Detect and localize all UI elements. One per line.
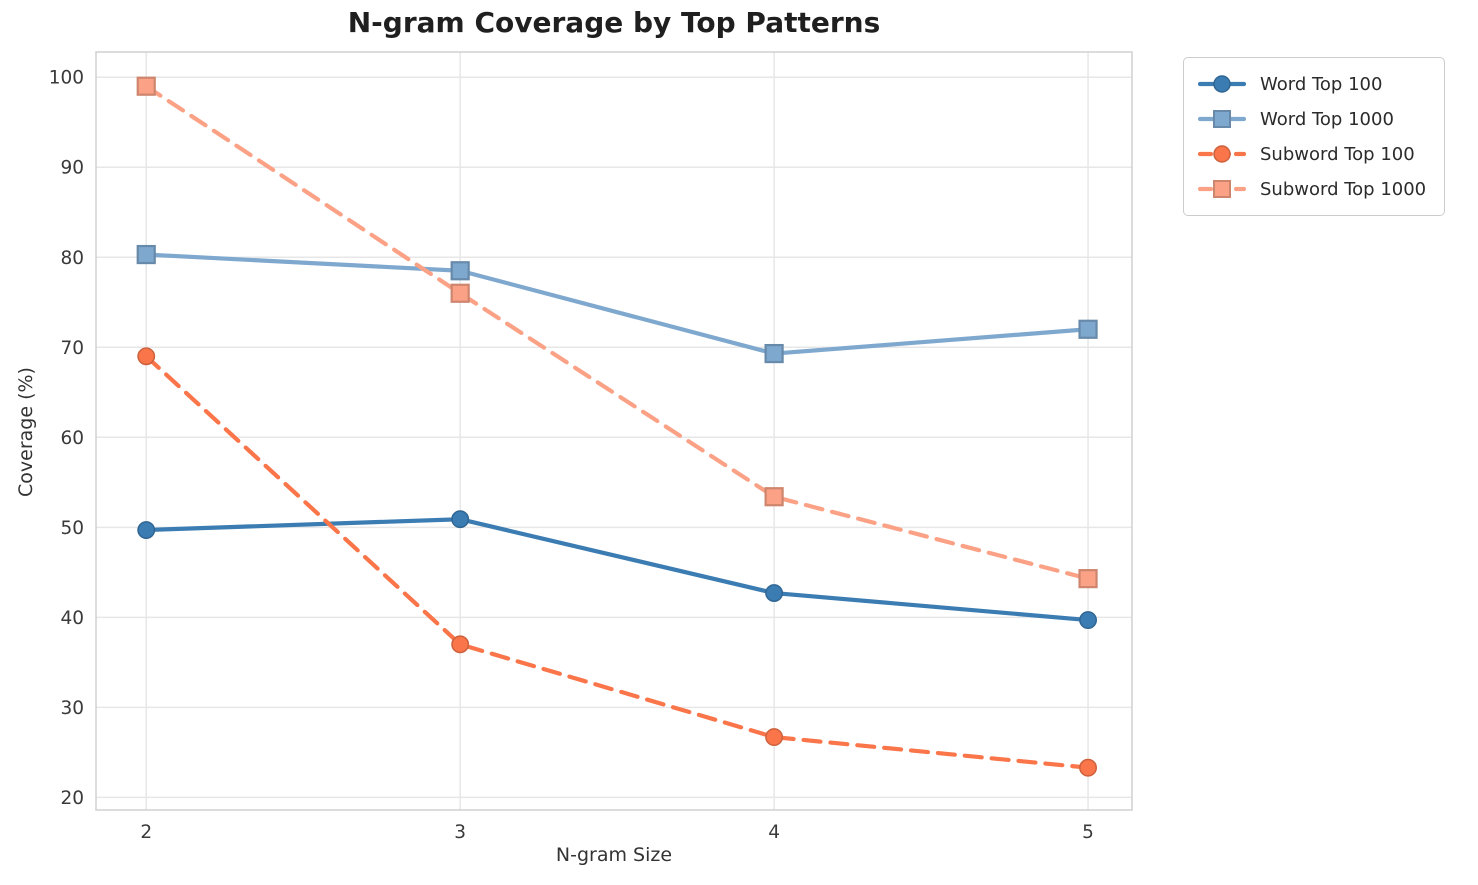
y-axis-label: Coverage (%) bbox=[15, 367, 37, 497]
svg-text:50: 50 bbox=[60, 518, 84, 539]
legend-sample-word-top-100 bbox=[1197, 72, 1247, 96]
legend-row-subword-top-100: Subword Top 100 bbox=[1197, 140, 1426, 168]
svg-text:3: 3 bbox=[454, 822, 466, 843]
legend-label: Word Top 1000 bbox=[1260, 108, 1394, 130]
svg-text:80: 80 bbox=[60, 248, 84, 269]
svg-text:30: 30 bbox=[60, 698, 84, 719]
svg-text:100: 100 bbox=[49, 68, 84, 89]
svg-text:20: 20 bbox=[60, 788, 84, 809]
legend-sample-subword-top-100 bbox=[1197, 142, 1247, 166]
svg-text:5: 5 bbox=[1082, 822, 1094, 843]
x-axis-label: N-gram Size bbox=[555, 844, 673, 866]
legend-label: Subword Top 1000 bbox=[1260, 178, 1427, 200]
svg-text:90: 90 bbox=[60, 158, 84, 179]
legend-label: Word Top 100 bbox=[1260, 73, 1383, 95]
legend-sample-subword-top-1000 bbox=[1197, 177, 1247, 201]
svg-text:2: 2 bbox=[140, 822, 152, 843]
chart-title: N-gram Coverage by Top Patterns bbox=[347, 6, 881, 39]
svg-text:4: 4 bbox=[768, 822, 780, 843]
legend-row-subword-top-1000: Subword Top 1000 bbox=[1197, 175, 1427, 203]
legend-row-word-top-1000: Word Top 1000 bbox=[1197, 105, 1426, 133]
legend-sample-word-top-1000 bbox=[1197, 107, 1247, 131]
svg-text:40: 40 bbox=[60, 608, 84, 629]
legend: Word Top 100 Word Top 1000 Subword Top 1… bbox=[1183, 57, 1446, 216]
svg-text:60: 60 bbox=[60, 428, 84, 449]
svg-text:70: 70 bbox=[60, 338, 84, 359]
legend-row-word-top-100: Word Top 100 bbox=[1197, 70, 1426, 98]
legend-label: Subword Top 100 bbox=[1260, 143, 1415, 165]
